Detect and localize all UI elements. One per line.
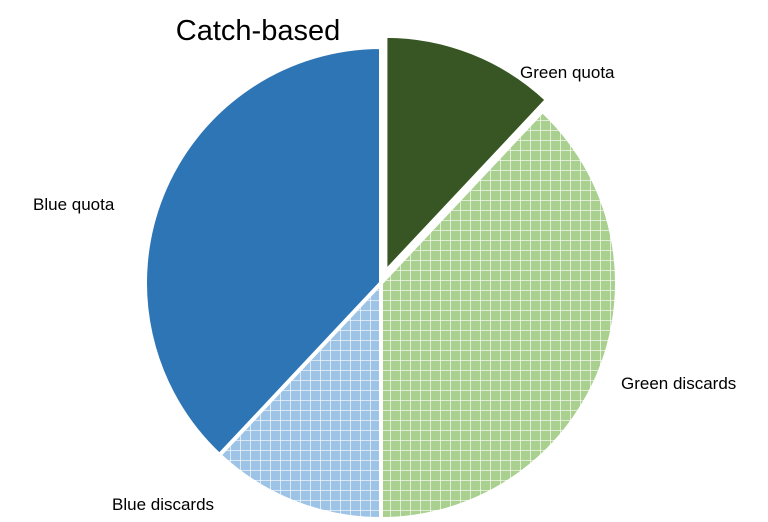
pie-slice-blue-discards [217, 281, 383, 521]
pie-slice-blue-quota [143, 45, 383, 458]
pie-slices [143, 33, 619, 521]
slice-labels: Green quota Green discards Blue discards Bl… [33, 63, 736, 514]
chart-title: Catch-based [176, 15, 340, 47]
slice-label-green-quota: Green quota [520, 63, 615, 82]
slice-label-blue-quota: Blue quota [33, 195, 115, 214]
pie-slice-green-discards [379, 108, 619, 521]
slice-label-blue-discards: Blue discards [112, 495, 214, 514]
pie-slice-green-quota [383, 33, 549, 274]
slice-label-green-discards: Green discards [621, 374, 736, 393]
